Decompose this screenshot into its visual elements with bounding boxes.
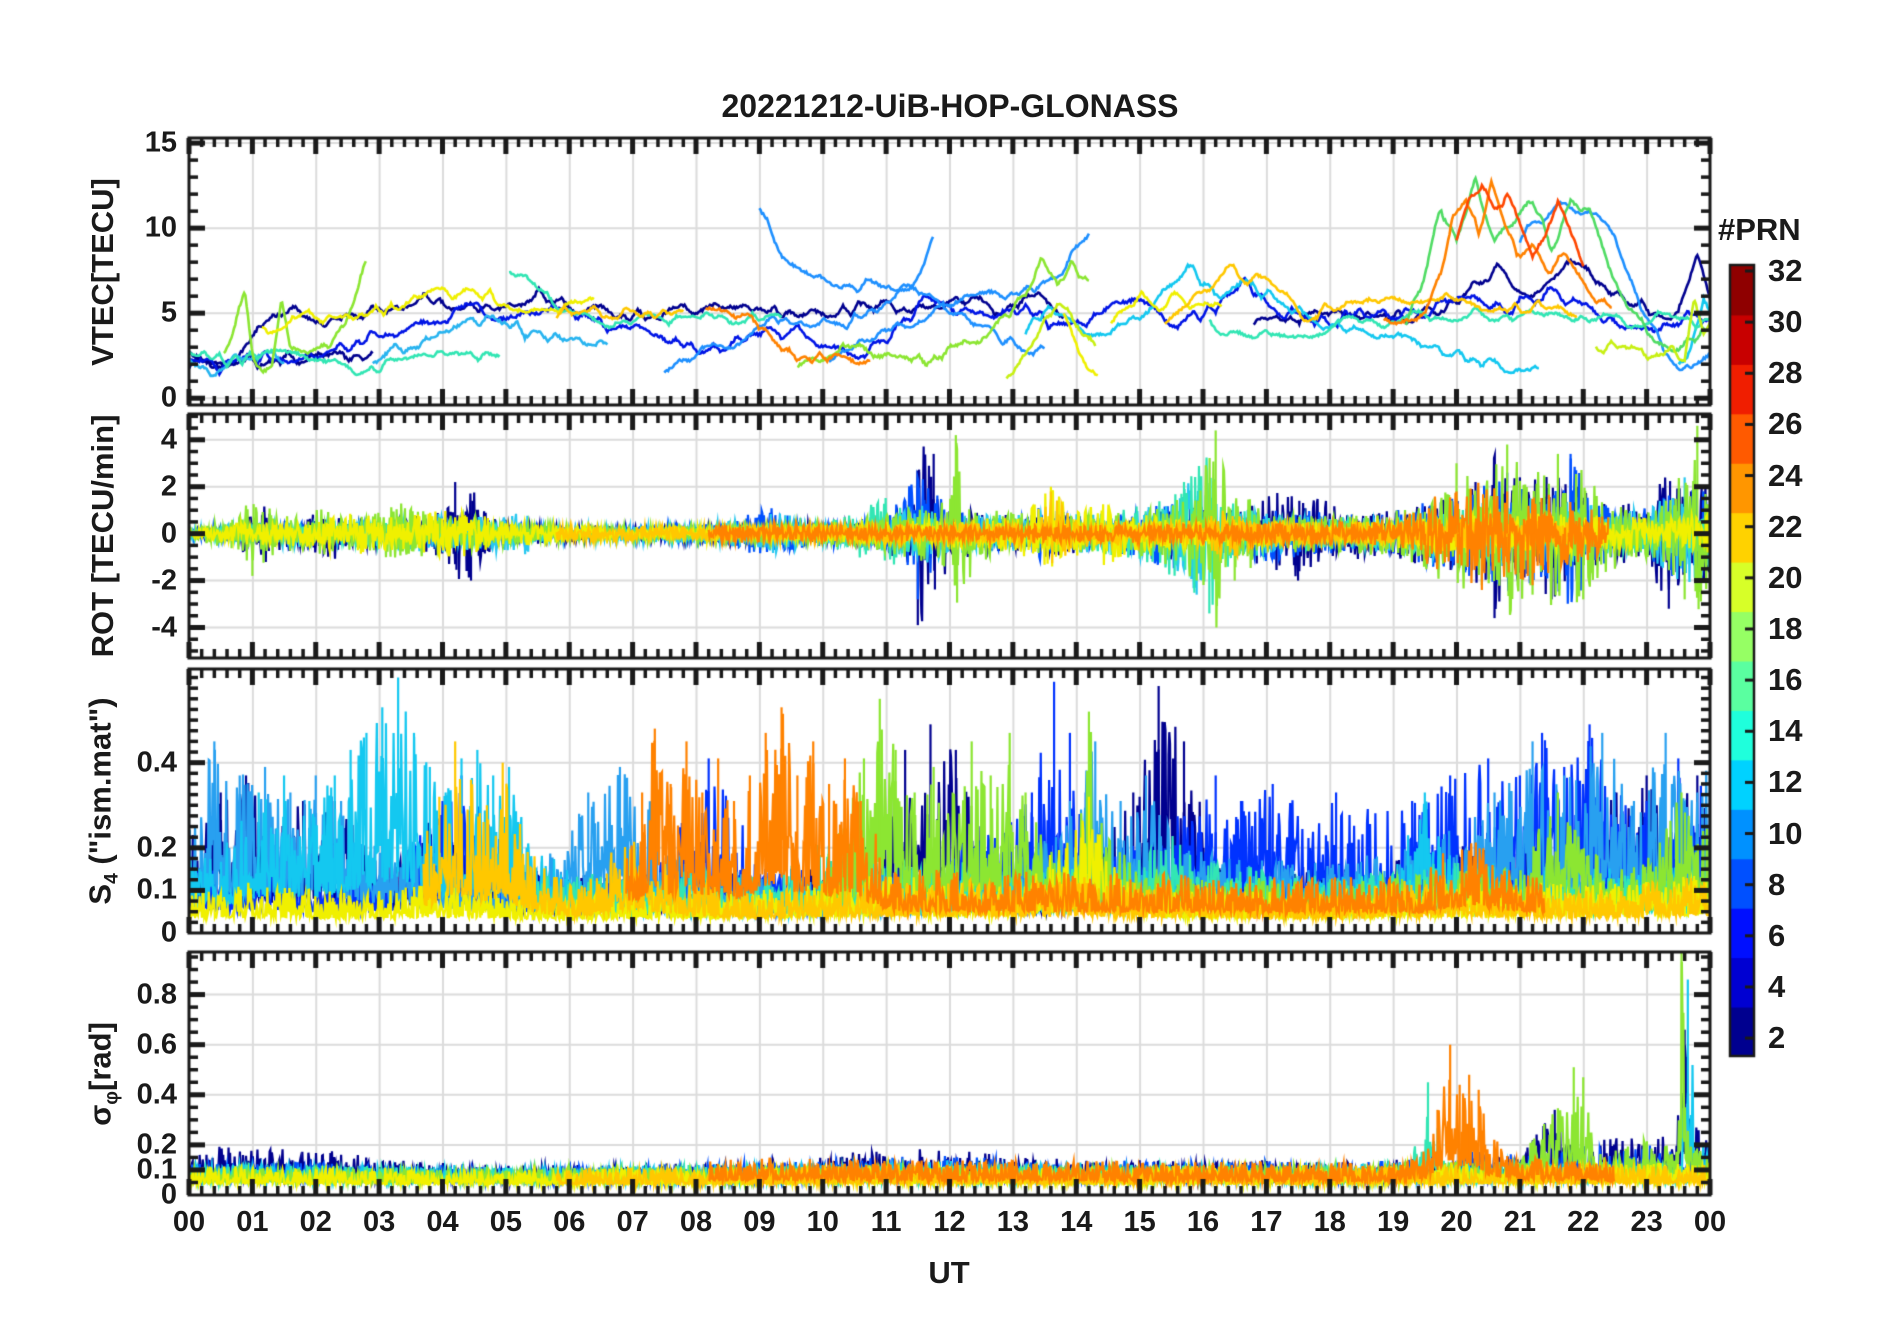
ytick-sigma_phi-0.2: 0.2 bbox=[136, 1128, 177, 1161]
colorbar-tick-2: 2 bbox=[1768, 1020, 1786, 1056]
ytick-s4-0.4: 0.4 bbox=[136, 746, 177, 779]
y-axis-label-vtec: VTEC[TECU] bbox=[85, 177, 120, 366]
xtick-12: 12 bbox=[933, 1206, 966, 1238]
ytick-rot-4: 4 bbox=[160, 423, 177, 456]
ytick-rot-0: 0 bbox=[160, 517, 177, 550]
xtick-6: 06 bbox=[553, 1206, 586, 1238]
xtick-4: 04 bbox=[426, 1206, 459, 1238]
colorbar-tick-10: 10 bbox=[1768, 815, 1803, 851]
xtick-1: 01 bbox=[236, 1206, 269, 1238]
ytick-rot--2: -2 bbox=[151, 564, 177, 597]
chart-title: 20221212-UiB-HOP-GLONASS bbox=[721, 88, 1179, 124]
ytick-sigma_phi-0.1: 0.1 bbox=[136, 1153, 177, 1186]
xtick-13: 13 bbox=[996, 1206, 1030, 1238]
xtick-22: 22 bbox=[1567, 1206, 1600, 1238]
xtick-24: 00 bbox=[1693, 1206, 1727, 1238]
ytick-s4-0: 0 bbox=[160, 916, 177, 949]
colorbar-tick-12: 12 bbox=[1768, 764, 1803, 800]
ytick-vtec-15: 15 bbox=[144, 126, 177, 159]
xtick-5: 05 bbox=[489, 1206, 523, 1238]
ytick-vtec-0: 0 bbox=[160, 381, 177, 414]
ytick-s4-0.2: 0.2 bbox=[136, 831, 177, 864]
xtick-17: 17 bbox=[1250, 1206, 1283, 1238]
colorbar-tick-22: 22 bbox=[1768, 508, 1803, 544]
ytick-rot-2: 2 bbox=[160, 470, 177, 503]
xtick-20: 20 bbox=[1440, 1206, 1473, 1238]
xtick-15: 15 bbox=[1123, 1206, 1156, 1238]
y-axis-label-rot: ROT [TECU/min] bbox=[85, 414, 120, 658]
colorbar-title: #PRN bbox=[1718, 212, 1801, 247]
xtick-23: 23 bbox=[1630, 1206, 1663, 1238]
xtick-3: 03 bbox=[362, 1206, 396, 1238]
colorbar-tick-6: 6 bbox=[1768, 917, 1786, 953]
xtick-16: 16 bbox=[1186, 1206, 1220, 1238]
xtick-10: 10 bbox=[806, 1206, 839, 1238]
ytick-vtec-5: 5 bbox=[160, 296, 177, 329]
xtick-8: 08 bbox=[679, 1206, 713, 1238]
y-axis-label-s4: S4 ("ism.mat") bbox=[82, 697, 123, 905]
xtick-9: 09 bbox=[743, 1206, 776, 1238]
colorbar-tick-16: 16 bbox=[1768, 662, 1803, 698]
x-axis-label: UT bbox=[928, 1255, 970, 1290]
ytick-vtec-10: 10 bbox=[144, 211, 177, 244]
ytick-sigma_phi-0.6: 0.6 bbox=[136, 1028, 177, 1061]
ytick-sigma_phi-0.4: 0.4 bbox=[136, 1078, 177, 1111]
colorbar-tick-14: 14 bbox=[1768, 713, 1803, 749]
ytick-sigma_phi-0: 0 bbox=[160, 1178, 177, 1211]
xtick-11: 11 bbox=[870, 1206, 902, 1238]
colorbar-tick-8: 8 bbox=[1768, 866, 1786, 902]
ytick-rot--4: -4 bbox=[151, 611, 177, 643]
colorbar-tick-4: 4 bbox=[1768, 968, 1786, 1004]
xtick-18: 18 bbox=[1313, 1206, 1346, 1238]
xtick-19: 19 bbox=[1376, 1206, 1410, 1238]
xtick-14: 14 bbox=[1060, 1206, 1093, 1238]
colorbar-tick-24: 24 bbox=[1768, 457, 1803, 493]
ytick-sigma_phi-0.8: 0.8 bbox=[136, 978, 177, 1011]
colorbar-tick-18: 18 bbox=[1768, 610, 1803, 646]
colorbar-tick-28: 28 bbox=[1768, 355, 1803, 391]
y-axis-label-sigma_phi: σφ[rad] bbox=[82, 1021, 123, 1126]
xtick-7: 07 bbox=[616, 1206, 649, 1238]
colorbar-tick-30: 30 bbox=[1768, 304, 1803, 340]
ytick-s4-0.1: 0.1 bbox=[136, 873, 177, 906]
xtick-21: 21 bbox=[1503, 1206, 1537, 1238]
xtick-2: 02 bbox=[299, 1206, 332, 1238]
colorbar-tick-26: 26 bbox=[1768, 406, 1803, 442]
colorbar-tick-20: 20 bbox=[1768, 559, 1803, 595]
xtick-0: 00 bbox=[172, 1206, 206, 1238]
colorbar-tick-32: 32 bbox=[1768, 253, 1803, 288]
